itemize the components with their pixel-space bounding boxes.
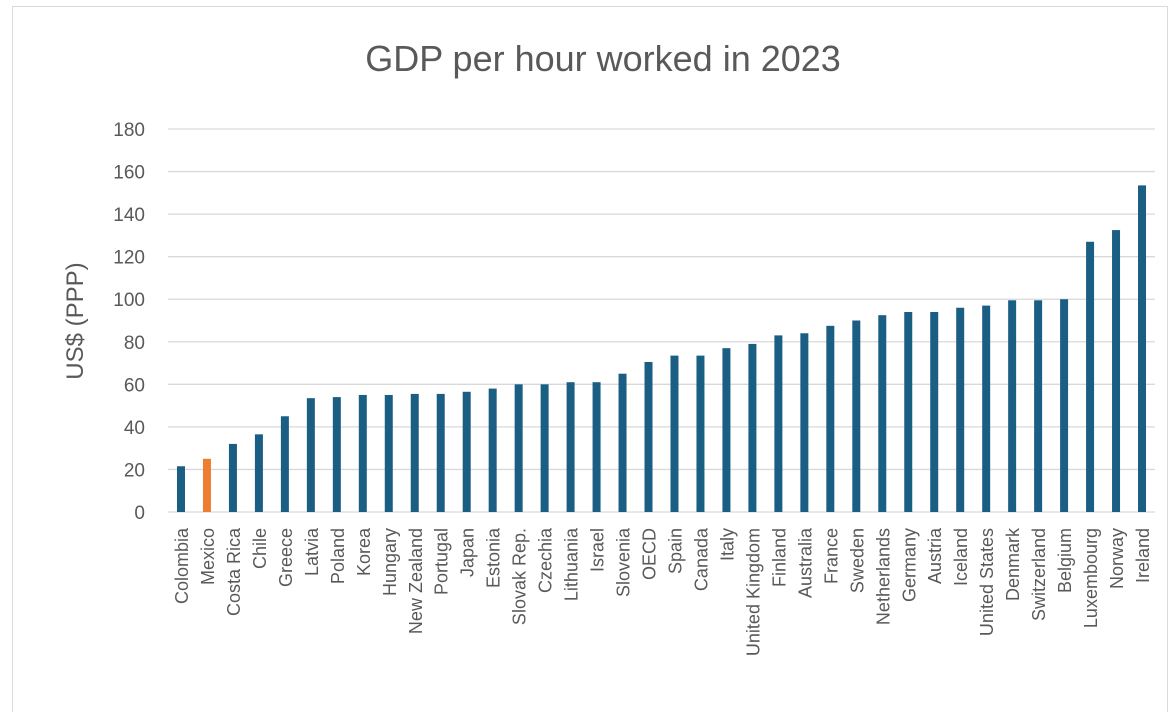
bar-portugal — [436, 393, 445, 512]
x-tick-label: Netherlands — [873, 528, 893, 625]
x-tick-label: Switzerland — [1029, 528, 1049, 621]
x-tick-label: Colombia — [172, 527, 192, 604]
bar-israel — [592, 382, 601, 512]
x-tick-label: Japan — [458, 528, 478, 577]
bar-slovenia — [618, 373, 627, 512]
x-tick-label: Italy — [717, 528, 737, 561]
bar-australia — [800, 333, 809, 512]
x-tick-label: Israel — [588, 528, 608, 572]
x-tick-label: Ireland — [1133, 528, 1153, 583]
bar-belgium — [1060, 299, 1069, 512]
bar-finland — [774, 335, 783, 512]
x-tick-label: Korea — [354, 527, 374, 576]
x-tick-label: Lithuania — [562, 527, 582, 601]
y-tick-label: 20 — [124, 460, 145, 481]
bar-poland — [332, 397, 341, 512]
x-tick-label: OECD — [640, 528, 660, 580]
bar-lithuania — [566, 382, 575, 512]
y-tick-label: 140 — [113, 205, 145, 226]
y-tick-label: 120 — [113, 248, 145, 269]
x-tick-label: Austria — [925, 527, 945, 584]
x-tick-label: Sweden — [847, 528, 867, 593]
x-tick-label: New Zealand — [406, 528, 426, 634]
bar-denmark — [1008, 300, 1017, 512]
bar-spain — [670, 355, 679, 512]
x-tick-label: Germany — [899, 528, 919, 602]
bar-united-states — [982, 305, 991, 512]
bar-colombia — [176, 466, 185, 512]
x-tick-label: Spain — [665, 528, 685, 574]
x-tick-label: Slovak Rep. — [510, 528, 530, 625]
bar-switzerland — [1034, 300, 1043, 512]
bar-ireland — [1138, 185, 1147, 512]
bar-costa-rica — [228, 443, 237, 512]
bar-new-zealand — [410, 393, 419, 512]
bar-austria — [930, 311, 939, 512]
x-tick-label: France — [821, 528, 841, 584]
x-tick-label: Norway — [1107, 528, 1127, 589]
x-tick-label: Luxembourg — [1081, 528, 1101, 628]
x-tick-label: Czechia — [536, 527, 556, 593]
x-tick-label: Denmark — [1003, 527, 1023, 601]
bar-netherlands — [878, 315, 887, 512]
chart-frame — [12, 6, 1168, 712]
x-tick-label: Costa Rica — [224, 527, 244, 616]
bar-united-kingdom — [748, 343, 757, 512]
x-tick-label: Portugal — [432, 528, 452, 595]
y-tick-label: 160 — [113, 163, 145, 184]
bar-czechia — [540, 384, 549, 512]
x-tick-label: Belgium — [1055, 528, 1075, 593]
bar-italy — [722, 348, 731, 512]
x-tick-label: Australia — [795, 527, 815, 598]
y-tick-label: 60 — [124, 375, 145, 396]
bar-korea — [358, 394, 367, 512]
bar-norway — [1112, 230, 1121, 512]
x-tick-label: Hungary — [380, 528, 400, 596]
bar-greece — [280, 416, 289, 512]
x-tick-label: Latvia — [302, 527, 322, 576]
bar-japan — [462, 391, 471, 512]
gridlines — [168, 128, 1155, 513]
x-tick-label: Mexico — [198, 528, 218, 585]
bars — [176, 185, 1147, 512]
bar-canada — [696, 355, 705, 512]
x-tick-label: United Kingdom — [743, 528, 763, 656]
bar-luxembourg — [1086, 241, 1095, 512]
x-tick-label: Chile — [250, 528, 270, 569]
bar-germany — [904, 311, 913, 512]
chart-title: GDP per hour worked in 2023 — [365, 38, 841, 79]
y-tick-label: 100 — [113, 290, 145, 311]
x-tick-label: Canada — [691, 527, 711, 591]
bar-france — [826, 325, 835, 512]
bar-mexico — [202, 458, 211, 512]
y-tick-label: 40 — [124, 418, 145, 439]
bar-iceland — [956, 307, 965, 512]
bar-chile — [254, 434, 263, 512]
y-axis-label: US$ (PPP) — [62, 262, 89, 379]
x-tick-label: Greece — [276, 528, 296, 587]
y-tick-label: 0 — [134, 503, 145, 524]
x-tick-label: United States — [977, 528, 997, 636]
x-axis-ticks: Colombia Mexico Costa Rica Chile Greece Latvi… — [172, 527, 1153, 656]
bar-oecd — [644, 361, 653, 512]
bar-sweden — [852, 320, 861, 512]
y-axis-ticks: 0 20 40 60 80 100 120 140 160 180 — [113, 120, 145, 524]
bar-estonia — [488, 388, 497, 512]
x-tick-label: Finland — [769, 528, 789, 587]
y-tick-label: 80 — [124, 333, 145, 354]
bar-hungary — [384, 394, 393, 512]
x-tick-label: Poland — [328, 528, 348, 584]
y-tick-label: 180 — [113, 120, 145, 141]
bar-slovak-rep — [514, 384, 523, 512]
x-tick-label: Iceland — [951, 528, 971, 586]
bar-latvia — [306, 398, 315, 512]
x-tick-label: Slovenia — [614, 527, 634, 597]
x-tick-label: Estonia — [484, 527, 504, 588]
